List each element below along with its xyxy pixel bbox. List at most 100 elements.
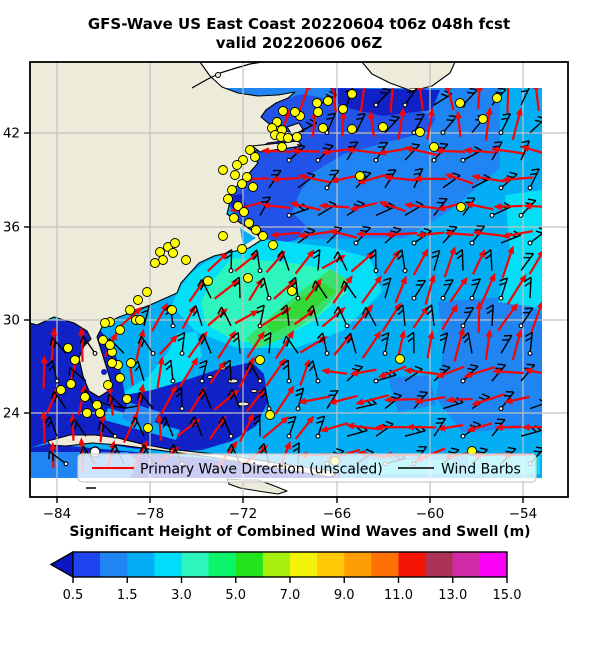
wind-barb — [395, 249, 408, 274]
wind-barb — [174, 387, 185, 412]
wave-arrow — [412, 305, 429, 329]
wind-barb — [177, 331, 186, 356]
wind-barb — [136, 391, 154, 410]
wind-barb — [384, 226, 402, 244]
wind-barb — [218, 416, 234, 439]
station-circle — [469, 295, 475, 301]
wave-arrow — [471, 248, 486, 275]
station-circle — [498, 185, 504, 191]
station-circle — [402, 102, 408, 108]
wave-arrow — [329, 174, 357, 184]
wind-barb — [373, 88, 392, 108]
wind-barb — [518, 307, 534, 329]
wave-arrow — [265, 358, 286, 387]
buoy-marker — [395, 354, 405, 364]
buoy-marker — [338, 104, 348, 114]
buoy-marker — [283, 133, 293, 143]
wave-arrow — [435, 365, 465, 378]
wave-arrow — [501, 175, 533, 183]
wave-arrow — [415, 231, 445, 239]
wind-barb — [199, 359, 208, 384]
buoy-marker — [126, 358, 136, 368]
wind-barb — [355, 113, 366, 133]
station-circle — [112, 433, 118, 439]
colorbar-segment — [235, 552, 264, 577]
wave-arrow — [426, 107, 435, 140]
wave-arrow — [40, 355, 48, 389]
wind-barb — [440, 115, 458, 136]
wave-arrow — [274, 385, 295, 415]
y-tick-label: 36 — [3, 220, 20, 236]
colorbar-segment — [398, 552, 427, 577]
wind-barb — [527, 168, 540, 191]
buoy-marker — [255, 355, 265, 365]
wind-barb — [527, 227, 542, 246]
wave-arrow — [159, 334, 179, 355]
station-circle — [266, 406, 272, 412]
wave-arrow — [290, 147, 320, 155]
wave-arrow — [493, 203, 523, 211]
wind-barb — [252, 414, 261, 437]
wind-barb — [297, 227, 316, 244]
wave-arrow — [530, 301, 542, 334]
colorbar-segment — [425, 552, 454, 577]
buoy-marker — [218, 231, 228, 241]
wind-barb — [524, 331, 534, 356]
wave-arrow — [497, 303, 518, 332]
wind-barb — [382, 277, 392, 299]
wind-barb — [130, 416, 145, 437]
wave-arrow — [479, 272, 496, 307]
wave-arrow — [346, 422, 381, 431]
station-circle — [527, 350, 533, 356]
colorbar-segment — [154, 552, 182, 577]
wind-barb — [245, 362, 263, 384]
wind-barb — [281, 359, 292, 384]
wind-barb — [79, 335, 98, 356]
buoy-marker — [239, 207, 249, 217]
wave-arrow — [270, 175, 300, 183]
wave-arrow — [471, 173, 505, 183]
wind-barb — [217, 306, 232, 327]
colorbar-segment — [452, 552, 481, 577]
station-circle — [179, 406, 185, 412]
buoy-marker — [251, 225, 261, 235]
station-circle — [518, 323, 524, 329]
y-tick-label: 30 — [3, 313, 20, 329]
buoy-marker — [122, 394, 132, 404]
buoy-marker — [268, 240, 278, 250]
wind-barb — [486, 304, 494, 326]
wave-arrow — [424, 273, 436, 305]
buoy-marker — [492, 93, 502, 103]
wave-arrow — [443, 246, 457, 278]
wind-barb — [197, 279, 212, 299]
station-circle — [266, 295, 272, 301]
wave-arrow — [511, 107, 523, 141]
wave-arrow — [445, 396, 473, 404]
colorbar-title: Significant Height of Combined Wind Wave… — [69, 524, 530, 540]
wave-arrow — [475, 88, 483, 110]
colorbar-tick-label: 0.5 — [63, 588, 84, 603]
wave-arrow — [40, 410, 48, 444]
buoy-marker — [135, 315, 145, 325]
buoy-marker — [278, 106, 288, 116]
buoy-marker — [318, 123, 328, 133]
wave-arrow — [289, 201, 321, 212]
wave-arrow — [319, 422, 349, 433]
buoy-marker — [242, 172, 252, 182]
wave-arrow — [381, 302, 402, 332]
wind-barb — [529, 115, 542, 134]
wave-arrow — [490, 146, 526, 155]
wind-barb — [307, 304, 319, 326]
wave-arrow — [349, 368, 377, 377]
buoy-marker — [230, 170, 240, 180]
colorbar-segment — [73, 552, 101, 577]
station-circle — [257, 268, 263, 274]
colorbar-segment — [208, 552, 237, 577]
wave-arrow — [377, 147, 407, 156]
wave-arrow — [356, 230, 388, 238]
wave-arrow — [294, 249, 315, 275]
station-circle — [469, 240, 475, 246]
buoy-marker — [287, 286, 297, 296]
x-tick-label: −66 — [323, 506, 352, 522]
wave-arrow — [520, 145, 542, 154]
